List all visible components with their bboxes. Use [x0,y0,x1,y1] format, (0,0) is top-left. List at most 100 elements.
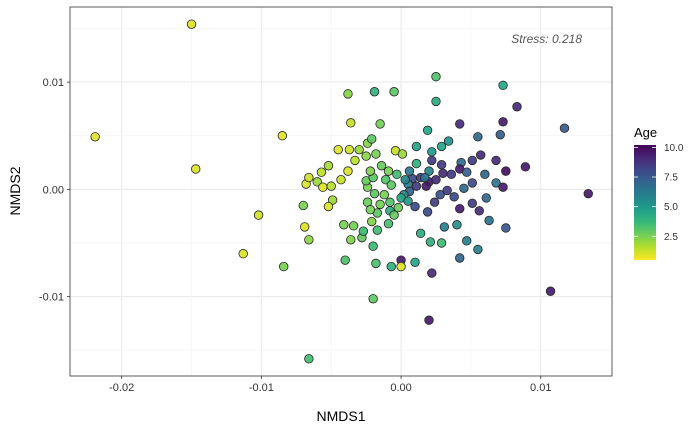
data-point [383,218,394,229]
data-point [431,72,441,82]
data-point [304,172,314,183]
plot-panel-border [69,6,613,377]
data-point [545,286,556,296]
data-point [350,155,360,166]
grid-lines [70,7,612,376]
data-point [491,155,501,166]
y-tick-label: 0.00 [43,184,64,196]
data-point [383,166,394,176]
legend-tick-label: 2.5 [664,232,678,243]
data-point [495,129,505,140]
data-point [299,222,310,232]
data-point [431,175,441,185]
x-axis-title: NMDS1 [316,408,365,424]
data-point [279,261,289,272]
data-point [474,206,484,216]
data-point [480,169,490,180]
data-point [420,172,430,183]
data-point [365,205,376,215]
data-point [436,238,447,248]
data-point [422,125,433,136]
data-point [404,166,415,176]
data-point [371,258,381,269]
y-axis-title: NMDS2 [7,166,23,215]
legend-tick-label: 5.0 [664,202,678,213]
data-point [484,215,494,226]
data-point [343,89,353,99]
data-point [443,136,454,146]
data-point [277,131,288,141]
data-point [459,183,469,193]
data-point [389,210,399,220]
data-point [323,201,334,212]
data-point [346,235,356,245]
x-tick-label: 0.01 [530,382,551,394]
data-point [449,192,459,202]
data-point [501,223,511,233]
data-point [436,159,447,170]
data-point [344,144,355,155]
data-point [375,119,385,129]
data-point [361,151,371,161]
data-point [304,354,314,364]
legend-tick-label: 7.5 [664,173,678,184]
data-point [481,193,491,203]
data-point [473,244,483,255]
data-point [191,164,201,174]
data-point [386,180,396,190]
data-point [392,169,402,180]
data-point [473,132,483,142]
data-point [452,220,462,230]
data-point [367,134,377,144]
data-point [411,158,422,169]
data-point [312,177,322,187]
data-point [354,144,364,155]
data-point [375,199,385,210]
data-point [397,149,408,159]
x-tick-label: -0.02 [109,382,134,394]
data-point [368,241,378,251]
data-point [376,161,387,171]
data-point [427,155,437,166]
data-point [365,166,376,176]
data-point [425,237,436,247]
data-point [442,185,452,196]
data-point [371,149,381,159]
data-point [439,222,450,232]
data-point [467,155,478,166]
data-point [400,175,410,185]
data-point [520,162,531,172]
data-point [304,235,314,245]
data-point [253,210,264,220]
x-axis-ticks: -0.02 -0.01 0.00 0.01 [109,376,551,394]
data-point [455,119,465,129]
data-point [323,161,334,171]
legend-tick-label: 10.0 [664,143,684,154]
data-point [318,182,328,192]
data-point [498,182,508,192]
data-point [467,178,478,188]
data-point [379,190,390,200]
data-point [424,315,434,325]
y-axis-ticks: -0.01 0.00 0.01 [39,77,70,304]
data-point [389,87,399,97]
data-point [498,117,508,127]
data-point [343,166,353,176]
data-point [368,294,378,304]
data-point [583,188,593,199]
data-point [396,261,406,272]
data-point [369,188,380,199]
data-point [411,141,422,152]
x-tick-label: 0.00 [390,382,411,394]
data-point [346,118,356,128]
data-point [446,169,457,180]
data-point [298,200,308,211]
data-point [90,132,100,142]
data-point [403,196,413,206]
data-point [462,167,472,177]
data-point [427,147,437,157]
x-tick-label: -0.01 [249,382,274,394]
data-point [327,195,338,205]
